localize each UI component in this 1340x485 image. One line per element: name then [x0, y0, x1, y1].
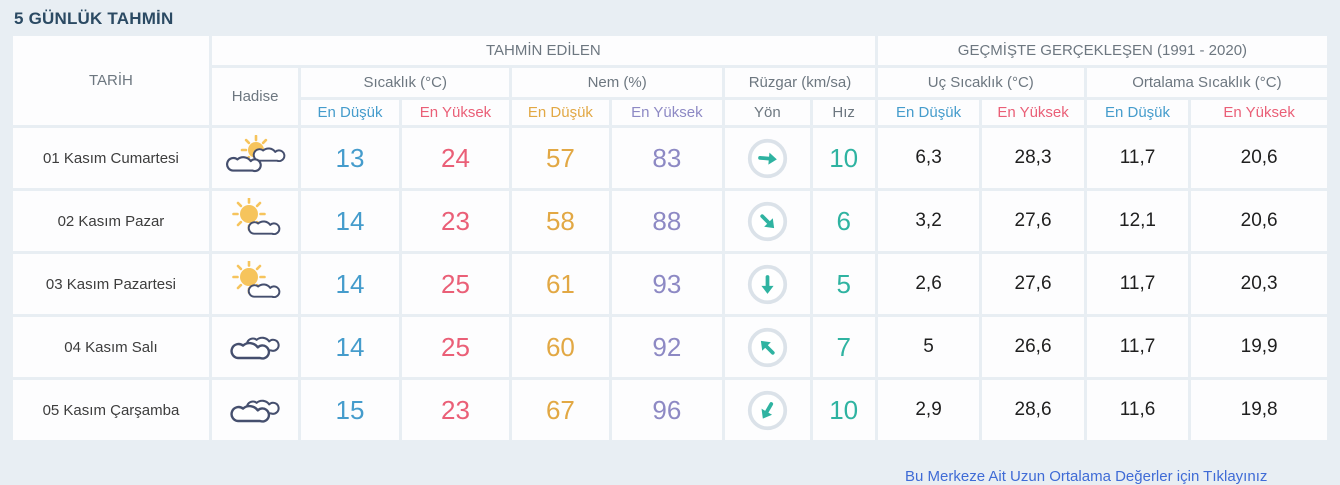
header-historical-group: GEÇMİŞTE GERÇEKLEŞEN (1991 - 2020)	[877, 36, 1327, 65]
extreme-max-cell: 27,6	[982, 254, 1084, 314]
temp-min-cell: 14	[301, 317, 399, 377]
wind-direction-icon	[725, 137, 809, 180]
extreme-max-cell: 28,6	[982, 380, 1084, 440]
header-wind: Rüzgar (km/sa)	[725, 68, 875, 97]
forecast-body: 01 Kasım Cumartesi 13 24 57 83 10 6,3 28,3 11,7 2…	[13, 128, 1327, 440]
forecast-table: TARİH TAHMİN EDİLEN GEÇMİŞTE GERÇEKLEŞEN…	[10, 33, 1330, 443]
extreme-max-cell: 26,6	[982, 317, 1084, 377]
humidity-min-cell: 61	[512, 254, 609, 314]
extreme-min-cell: 2,6	[877, 254, 980, 314]
wind-direction-cell	[725, 191, 810, 251]
header-humidity: Nem (%)	[512, 68, 723, 97]
condition-cell	[211, 191, 299, 251]
wind-direction-icon	[725, 263, 809, 306]
avg-min-cell: 11,7	[1086, 128, 1189, 188]
temp-min-cell: 14	[301, 254, 399, 314]
header-date: TARİH	[13, 36, 209, 125]
extreme-min-cell: 5	[877, 317, 980, 377]
header-extreme-max: En Yüksek	[982, 100, 1084, 125]
forecast-row: 04 Kasım Salı 14 25 60 92 7 5 26,6 11,7 19,9	[13, 317, 1327, 377]
header-avg-max: En Yüksek	[1191, 100, 1327, 125]
header-avg-temp: Ortalama Sıcaklık (°C)	[1086, 68, 1327, 97]
wind-direction-icon	[725, 200, 809, 243]
header-temp-min: En Düşük	[301, 100, 399, 125]
wind-speed-cell: 10	[812, 380, 875, 440]
avg-max-cell: 20,3	[1191, 254, 1327, 314]
humidity-max-cell: 88	[611, 191, 723, 251]
header-extreme-temp: Uç Sıcaklık (°C)	[877, 68, 1084, 97]
humidity-max-cell: 83	[611, 128, 723, 188]
extreme-max-cell: 27,6	[982, 191, 1084, 251]
temp-max-cell: 25	[401, 254, 510, 314]
forecast-row: 01 Kasım Cumartesi 13 24 57 83 10 6,3 28,3 11,7 2…	[13, 128, 1327, 188]
humidity-min-cell: 60	[512, 317, 609, 377]
wind-direction-cell	[725, 380, 810, 440]
condition-cell	[211, 380, 299, 440]
avg-max-cell: 19,9	[1191, 317, 1327, 377]
extreme-min-cell: 2,9	[877, 380, 980, 440]
sun-with-cloud-icon	[212, 261, 298, 307]
humidity-min-cell: 57	[512, 128, 609, 188]
extreme-min-cell: 3,2	[877, 191, 980, 251]
temp-min-cell: 13	[301, 128, 399, 188]
temp-max-cell: 25	[401, 317, 510, 377]
wind-direction-cell	[725, 128, 810, 188]
avg-max-cell: 19,8	[1191, 380, 1327, 440]
humidity-max-cell: 96	[611, 380, 723, 440]
avg-min-cell: 11,6	[1086, 380, 1189, 440]
forecast-row: 05 Kasım Çarşamba 15 23 67 96 10 2,9 28,6 11,6 19…	[13, 380, 1327, 440]
avg-min-cell: 11,7	[1086, 317, 1189, 377]
wind-speed-cell: 7	[812, 317, 875, 377]
header-wind-direction: Yön	[725, 100, 810, 125]
temp-min-cell: 15	[301, 380, 399, 440]
temp-max-cell: 23	[401, 380, 510, 440]
header-humidity-max: En Yüksek	[611, 100, 723, 125]
header-avg-min: En Düşük	[1086, 100, 1189, 125]
long-term-averages-link[interactable]: Bu Merkeze Ait Uzun Ortalama Değerler iç…	[905, 468, 1268, 485]
date-cell: 02 Kasım Pazar	[13, 191, 209, 251]
condition-cell	[211, 317, 299, 377]
extreme-min-cell: 6,3	[877, 128, 980, 188]
header-temp-max: En Yüksek	[401, 100, 510, 125]
date-cell: 04 Kasım Salı	[13, 317, 209, 377]
wind-direction-icon	[725, 326, 809, 369]
date-cell: 05 Kasım Çarşamba	[13, 380, 209, 440]
condition-cell	[211, 128, 299, 188]
forecast-row: 02 Kasım Pazar 14 23 58 88 6 3,2 27,6 12,1 20,6	[13, 191, 1327, 251]
sun-with-cloud-icon	[212, 198, 298, 244]
temp-min-cell: 14	[301, 191, 399, 251]
header-extreme-min: En Düşük	[877, 100, 980, 125]
wind-direction-icon	[725, 389, 809, 432]
temp-max-cell: 23	[401, 191, 510, 251]
header-temperature: Sıcaklık (°C)	[301, 68, 510, 97]
wind-direction-cell	[725, 254, 810, 314]
avg-max-cell: 20,6	[1191, 191, 1327, 251]
forecast-row: 03 Kasım Pazartesi 14 25 61 93 5 2,6 27,6 11,7 20…	[13, 254, 1327, 314]
humidity-min-cell: 58	[512, 191, 609, 251]
avg-max-cell: 20,6	[1191, 128, 1327, 188]
temp-max-cell: 24	[401, 128, 510, 188]
condition-cell	[211, 254, 299, 314]
avg-min-cell: 12,1	[1086, 191, 1189, 251]
extreme-max-cell: 28,3	[982, 128, 1084, 188]
page-title: 5 GÜNLÜK TAHMİN	[14, 9, 174, 28]
wind-speed-cell: 5	[812, 254, 875, 314]
header-predicted-group: TAHMİN EDİLEN	[211, 36, 875, 65]
wind-speed-cell: 6	[812, 191, 875, 251]
humidity-max-cell: 93	[611, 254, 723, 314]
clouds-icon	[212, 387, 298, 433]
sun-behind-clouds-icon	[212, 135, 298, 181]
header-wind-speed: Hız	[812, 100, 875, 125]
date-cell: 03 Kasım Pazartesi	[13, 254, 209, 314]
date-cell: 01 Kasım Cumartesi	[13, 128, 209, 188]
clouds-icon	[212, 324, 298, 370]
header-condition: Hadise	[211, 68, 299, 125]
wind-speed-cell: 10	[812, 128, 875, 188]
avg-min-cell: 11,7	[1086, 254, 1189, 314]
wind-direction-cell	[725, 317, 810, 377]
humidity-max-cell: 92	[611, 317, 723, 377]
header-humidity-min: En Düşük	[512, 100, 609, 125]
humidity-min-cell: 67	[512, 380, 609, 440]
